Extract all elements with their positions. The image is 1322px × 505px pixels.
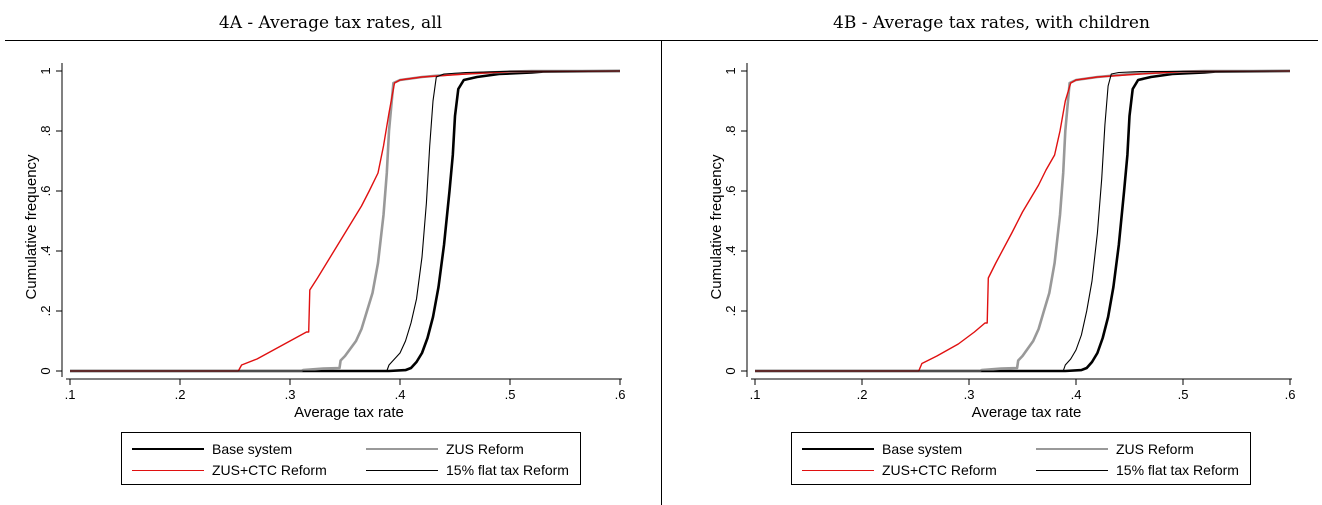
y-tick-label: 1 [723,67,738,74]
x-tick-label: .1 [65,387,76,402]
legend-label-base: Base system [882,441,963,457]
y-tick-label: .8 [723,126,738,137]
series-line-base [70,69,621,373]
legend-swatch-zus [1036,448,1108,450]
y-tick-label: .6 [38,186,53,197]
legend-swatch-zusctc [802,469,874,471]
x-tick-label: .6 [615,387,626,402]
series-line-flat [755,70,1291,372]
y-tick-label: 0 [723,367,738,374]
legend-swatch-zus [366,448,438,450]
series-line-flat [70,70,621,372]
legend-item-base: Base system [132,440,292,458]
y-tick-label: .2 [38,306,53,317]
series-line-zusctc [755,70,1291,372]
legend-item-flat: 15% flat tax Reform [1036,461,1239,479]
y-tick-label: 1 [38,67,53,74]
panel-4b: 4B - Average tax rates, with children 0.… [661,0,1322,505]
legend-label-zus: ZUS Reform [446,441,524,457]
legend-swatch-base [802,448,874,450]
legend-label-zusctc: ZUS+CTC Reform [882,462,997,478]
y-tick-label: .4 [38,246,53,257]
legend-swatch-flat [1036,469,1108,471]
y-axis-label: Cumulative frequency [708,154,725,300]
y-tick-label: 0 [38,367,53,374]
legend-item-zusctc: ZUS+CTC Reform [132,461,327,479]
chart-title: 4B - Average tax rates, with children [833,13,1150,33]
x-tick-label: .2 [175,387,186,402]
series-line-zusctc [70,70,621,372]
x-tick-label: .2 [857,387,868,402]
y-tick-label: .4 [723,246,738,257]
panel-4a: 4A - Average tax rates, all 0 .2 .4 .6 .8 1 .1… [0,0,662,505]
chart-title: 4A - Average tax rates, all [218,13,443,33]
series-line-zus [755,69,1290,373]
y-tick-label: .2 [723,306,738,317]
x-tick-label: .6 [1285,387,1296,402]
series-line-zus [70,69,620,373]
x-tick-label: .5 [1178,387,1189,402]
x-axis-label: Average tax rate [972,404,1082,421]
x-tick-label: .3 [964,387,975,402]
x-tick-label: .4 [1071,387,1082,402]
legend-label-flat: 15% flat tax Reform [446,462,569,478]
legend-swatch-zusctc [132,469,204,471]
chart-4b: 0 .2 .4 .6 .8 1 .1 .2 .3 .4 .5 .6 Average tax rate Cu… [708,63,1296,421]
panel-frame [661,40,1318,505]
x-tick-label: .1 [750,387,761,402]
legend-item-zusctc: ZUS+CTC Reform [802,461,997,479]
y-tick-label: .6 [723,186,738,197]
legend-swatch-flat [366,469,438,471]
legend: Base system ZUS Reform ZUS+CTC Reform 15… [791,432,1251,485]
y-tick-label: .8 [38,126,53,137]
legend-label-base: Base system [212,441,293,457]
legend-item-base: Base system [802,440,962,458]
y-axis-label: Cumulative frequency [23,154,40,300]
x-tick-label: .3 [285,387,296,402]
series-line-base [755,69,1291,373]
x-axis-label: Average tax rate [294,404,404,421]
legend-item-zus: ZUS Reform [1036,440,1194,458]
legend-item-zus: ZUS Reform [366,440,524,458]
legend-item-flat: 15% flat tax Reform [366,461,569,479]
legend-label-zusctc: ZUS+CTC Reform [212,462,327,478]
chart-4a: 0 .2 .4 .6 .8 1 .1 .2 .3 .4 .5 .6 Average tax rate Cu… [23,63,626,421]
legend-swatch-base [132,448,204,450]
x-tick-label: .5 [505,387,516,402]
x-tick-label: .4 [395,387,406,402]
legend: Base system ZUS Reform ZUS+CTC Reform 15… [121,432,581,485]
legend-label-zus: ZUS Reform [1116,441,1194,457]
legend-label-flat: 15% flat tax Reform [1116,462,1239,478]
